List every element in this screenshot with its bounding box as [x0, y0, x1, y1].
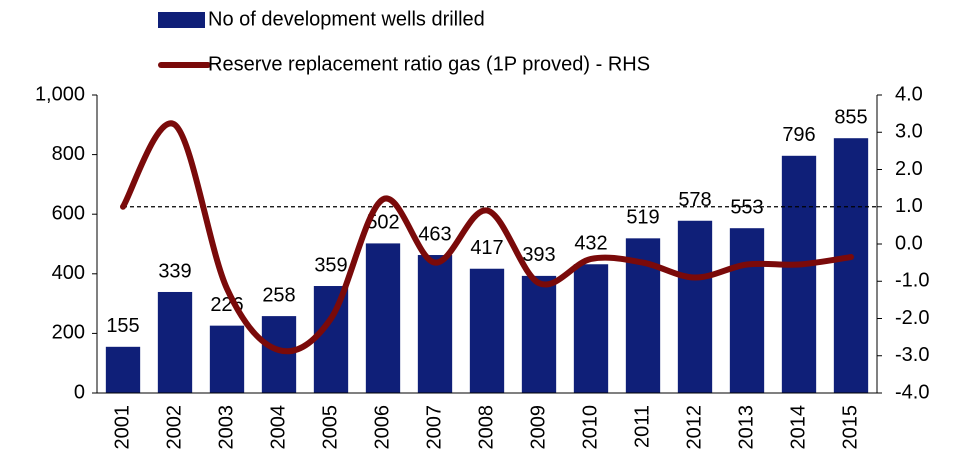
- y2-tick-label: -2.0: [895, 307, 929, 329]
- x-tick-label: 2009: [527, 405, 549, 450]
- x-tick-label: 2007: [423, 405, 445, 450]
- x-tick-label: 2010: [579, 405, 601, 450]
- data-label: 502: [366, 212, 399, 234]
- data-label: 578: [678, 189, 711, 211]
- x-tick-label: 2003: [215, 405, 237, 450]
- y-tick-label: 0: [74, 381, 85, 403]
- y2-tick-label: 0.0: [895, 232, 923, 254]
- x-tick-label: 2002: [163, 405, 185, 450]
- x-tick-label: 2012: [683, 405, 705, 450]
- y2-tick-label: 2.0: [895, 158, 923, 180]
- y-tick-label: 800: [52, 143, 85, 165]
- x-tick-label: 2014: [787, 405, 809, 450]
- x-tick-label: 2004: [267, 405, 289, 450]
- bar: [833, 138, 869, 393]
- bar: [313, 286, 349, 393]
- legend-label: Reserve replacement ratio gas (1P proved…: [208, 53, 650, 75]
- legend-swatch: [158, 12, 205, 28]
- bar: [469, 268, 505, 393]
- bar: [729, 228, 765, 393]
- bar: [521, 275, 557, 393]
- bar: [677, 220, 713, 393]
- data-label: 519: [626, 207, 659, 229]
- bar: [573, 264, 609, 393]
- data-label: 463: [418, 223, 451, 245]
- bar: [417, 255, 453, 393]
- y2-tick-label: 4.0: [895, 83, 923, 105]
- y2-tick-label: -1.0: [895, 270, 929, 292]
- y2-tick-label: -3.0: [895, 344, 929, 366]
- bar: [157, 291, 193, 393]
- y-tick-label: 200: [52, 322, 85, 344]
- x-tick-label: 2005: [319, 405, 341, 450]
- x-tick-label: 2008: [475, 405, 497, 450]
- bar: [365, 243, 401, 393]
- x-tick-label: 2006: [371, 405, 393, 450]
- data-label: 258: [262, 284, 295, 306]
- data-label: 855: [834, 106, 867, 128]
- data-label: 339: [158, 260, 191, 282]
- legend-label: No of development wells drilled: [208, 8, 485, 30]
- y2-tick-label: 3.0: [895, 121, 923, 143]
- x-tick-label: 2001: [111, 405, 133, 450]
- bar: [209, 325, 245, 393]
- y-tick-label: 1,000: [35, 83, 85, 105]
- line: [120, 120, 854, 355]
- bar: [781, 155, 817, 393]
- data-label: 359: [314, 254, 347, 276]
- bar: [105, 346, 141, 393]
- data-label: 432: [574, 233, 607, 255]
- y2-tick-label: -4.0: [895, 381, 929, 403]
- data-label: 393: [522, 244, 555, 266]
- data-label: 553: [730, 196, 763, 218]
- data-label: 155: [106, 315, 139, 337]
- y-tick-label: 400: [52, 262, 85, 284]
- x-tick-label: 2011: [631, 405, 653, 448]
- data-label: 796: [782, 124, 815, 146]
- data-label: 417: [470, 237, 503, 259]
- y-tick-label: 600: [52, 202, 85, 224]
- y2-tick-label: 1.0: [895, 195, 923, 217]
- x-tick-label: 2013: [735, 405, 757, 450]
- x-tick-label: 2015: [839, 405, 861, 450]
- bar: [261, 316, 297, 393]
